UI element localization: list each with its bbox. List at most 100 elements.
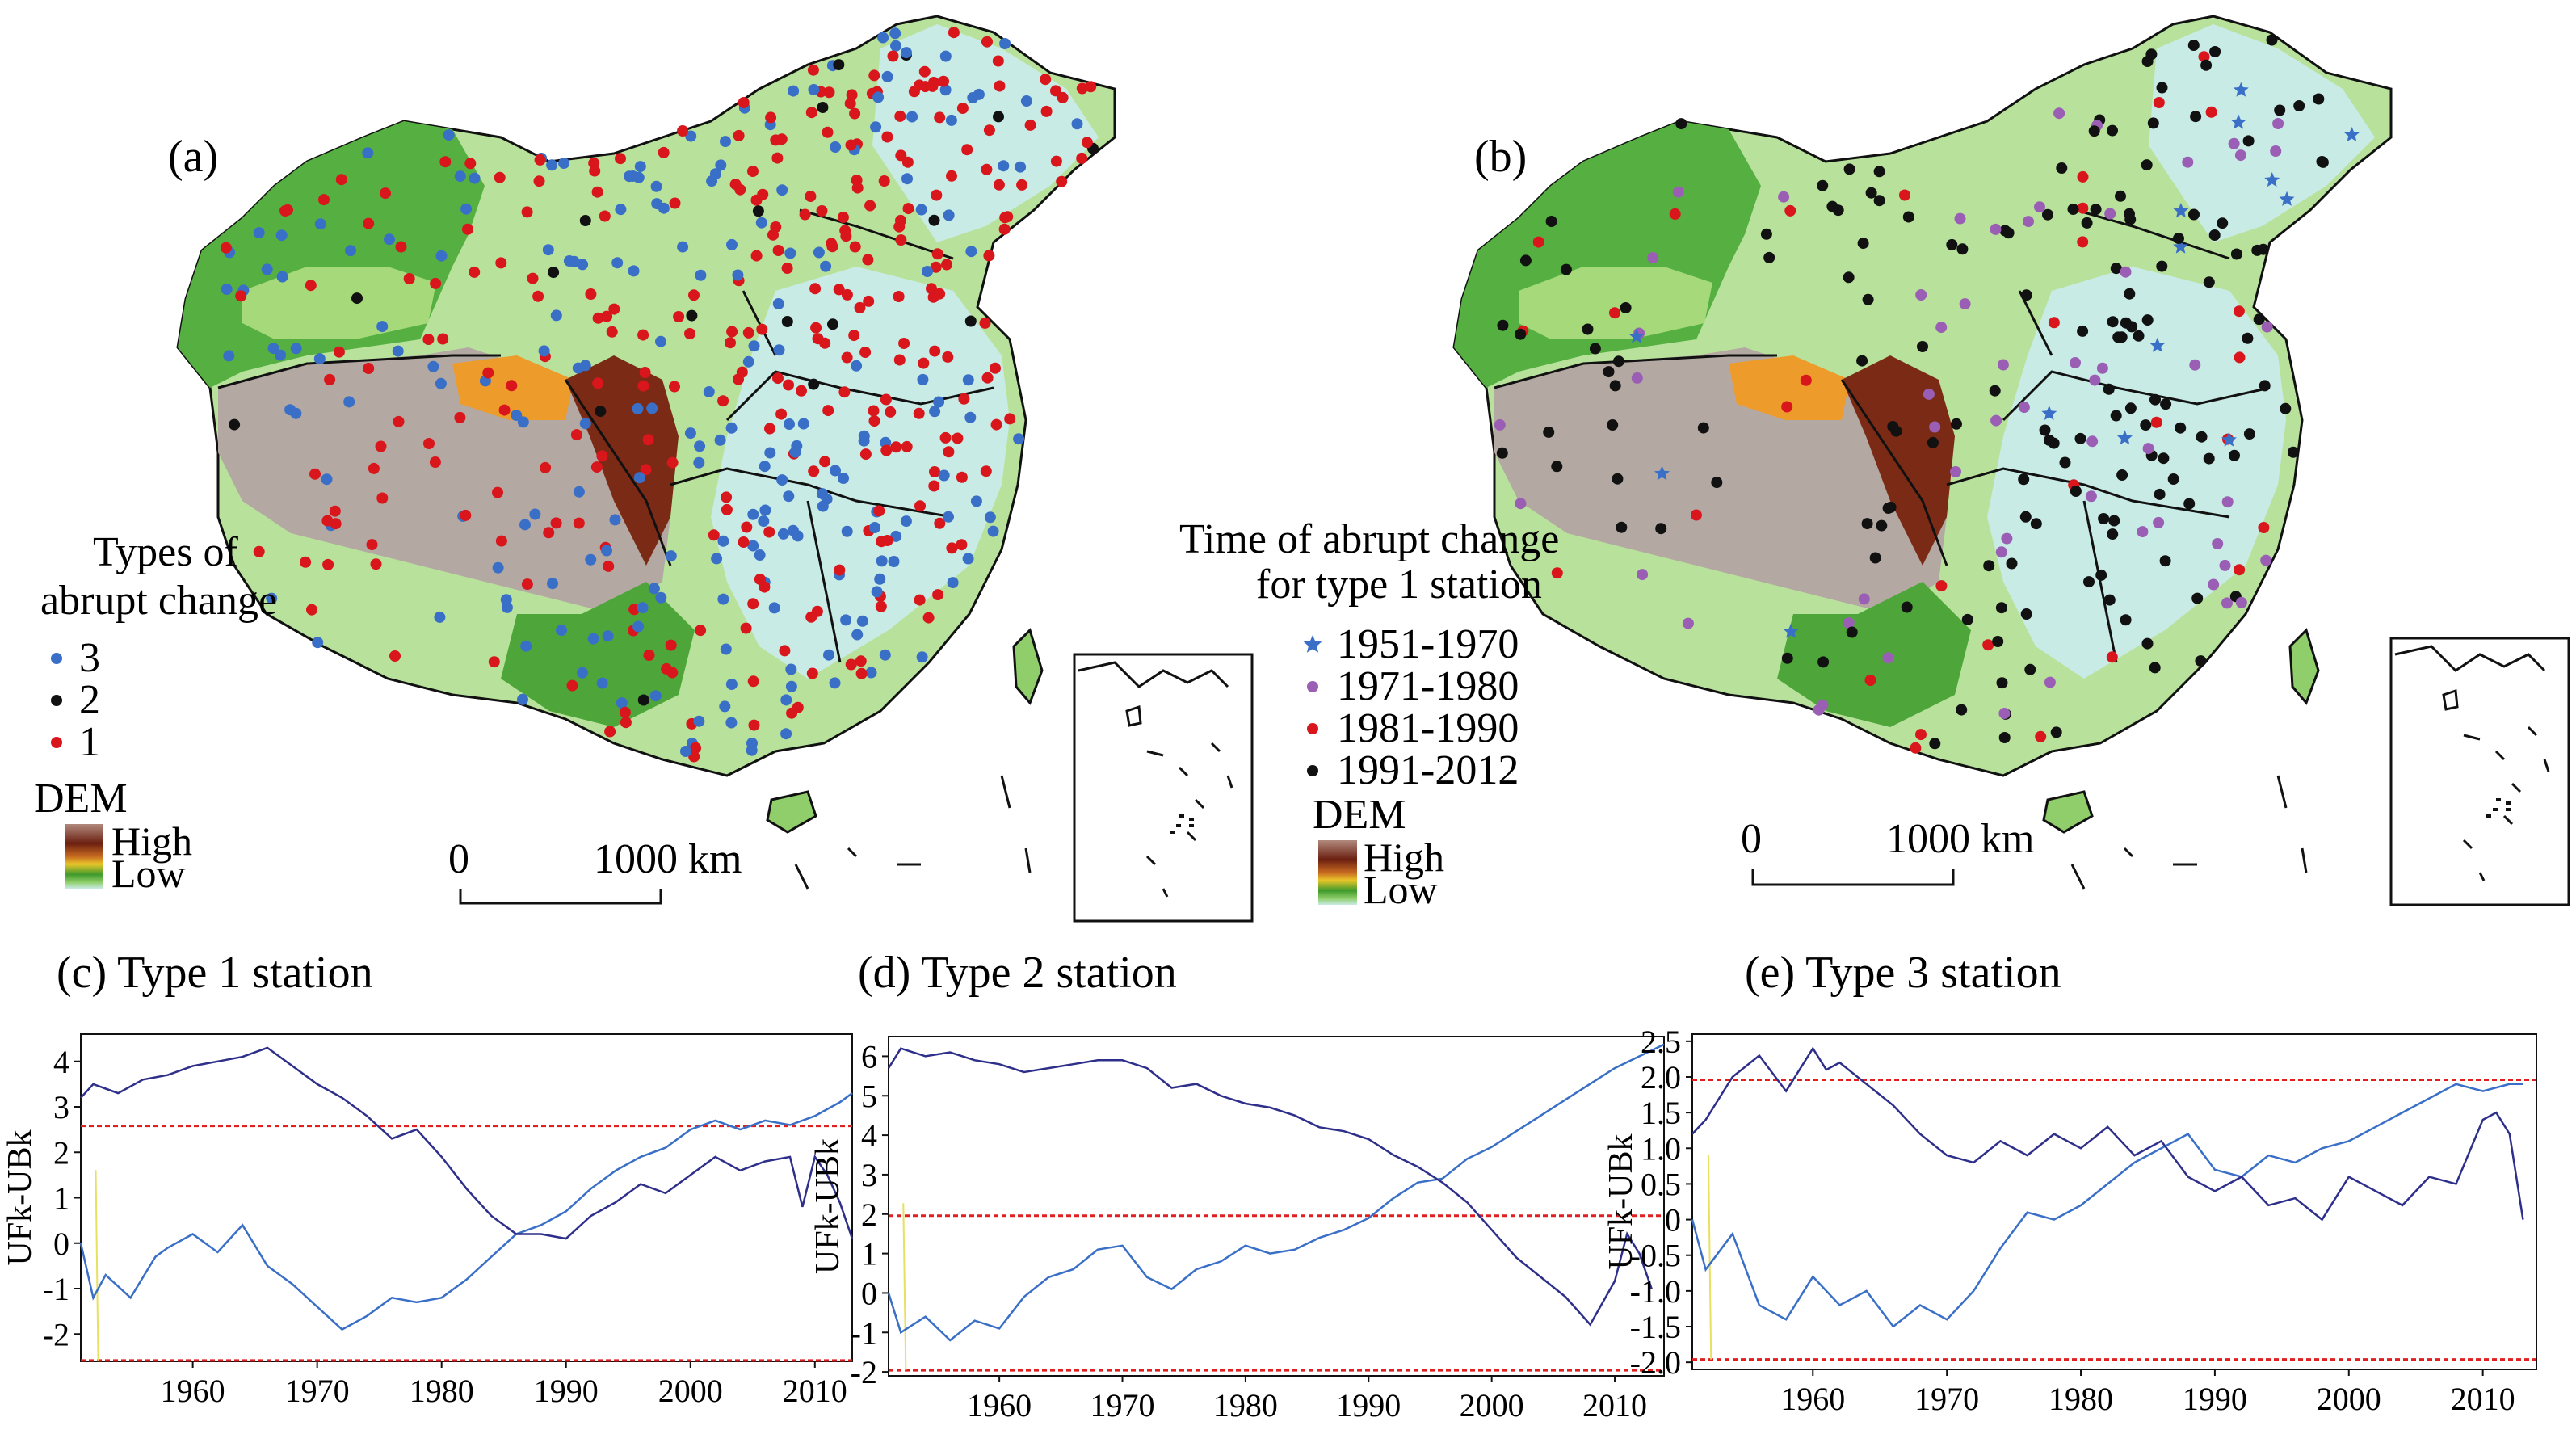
station-marker	[520, 640, 532, 652]
station-marker	[2316, 156, 2328, 167]
station-marker	[726, 326, 738, 338]
station-marker	[823, 649, 834, 661]
y-axis-label: UFk-UBk	[1603, 1133, 1640, 1269]
station-marker	[2140, 419, 2152, 431]
station-marker	[2280, 402, 2292, 414]
station-marker	[881, 535, 893, 546]
station-marker	[2158, 452, 2170, 465]
station-marker	[873, 505, 885, 517]
station-marker	[841, 288, 853, 301]
station-marker	[1946, 238, 1958, 250]
station-marker	[2044, 676, 2056, 688]
station-marker	[665, 550, 677, 562]
station-marker	[2096, 362, 2108, 374]
station-marker	[430, 277, 442, 289]
station-marker	[764, 423, 775, 435]
station-marker	[276, 271, 288, 283]
east-lowland	[1987, 267, 2286, 679]
station-marker	[796, 385, 807, 397]
station-marker	[313, 353, 326, 365]
station-marker	[2266, 34, 2278, 46]
station-marker	[1607, 419, 1619, 431]
station-marker	[874, 573, 886, 585]
station-marker	[495, 257, 507, 269]
station-marker	[533, 175, 545, 187]
station-marker	[2108, 515, 2120, 527]
station-marker	[752, 205, 764, 217]
station-marker	[740, 622, 752, 634]
station-marker	[863, 295, 875, 307]
station-marker	[992, 55, 1004, 67]
station-marker	[603, 560, 615, 572]
station-marker	[726, 238, 738, 250]
station-marker	[1996, 677, 2008, 689]
station-marker	[754, 549, 766, 561]
station-marker	[2090, 204, 2102, 216]
station-marker	[750, 250, 763, 262]
station-marker	[1050, 85, 1061, 97]
station-marker	[550, 309, 562, 322]
station-marker	[1085, 81, 1097, 93]
station-marker	[573, 486, 585, 498]
station-marker	[889, 27, 901, 40]
map-panel-a: (a) Types of abrupt change 321 DEM High …	[34, 15, 1254, 923]
station-marker	[558, 158, 570, 169]
station-marker	[748, 719, 760, 731]
station-marker	[2191, 592, 2204, 604]
station-marker	[688, 289, 700, 301]
station-marker	[324, 373, 336, 385]
y-tick-label: 1	[53, 1180, 69, 1217]
station-marker	[220, 242, 232, 254]
station-marker	[615, 204, 627, 216]
station-marker	[690, 742, 702, 754]
x-tick-label: 1980	[2049, 1381, 2113, 1417]
chart-frame	[888, 1036, 1665, 1377]
station-marker	[2195, 655, 2207, 667]
south-sea-islands	[794, 775, 1032, 890]
station-marker	[460, 509, 472, 521]
station-marker	[454, 411, 466, 423]
station-marker	[956, 103, 969, 114]
station-marker	[1515, 328, 1527, 340]
station-marker	[529, 508, 541, 520]
station-marker	[777, 528, 789, 540]
station-marker	[1862, 293, 1874, 305]
station-marker	[221, 284, 233, 295]
station-marker	[579, 215, 591, 226]
station-marker	[929, 466, 940, 477]
station-marker	[2217, 217, 2229, 229]
station-marker	[993, 179, 1005, 191]
station-marker	[2137, 526, 2149, 538]
station-marker	[2020, 608, 2032, 620]
station-marker	[717, 593, 729, 605]
station-marker	[757, 188, 769, 200]
station-marker	[747, 540, 759, 552]
y-tick-label: 5	[861, 1078, 877, 1114]
station-marker	[2095, 569, 2107, 581]
station-marker	[2006, 557, 2018, 570]
station-marker	[2088, 125, 2100, 137]
station-marker	[566, 679, 578, 692]
station-marker	[1983, 560, 1995, 572]
station-marker	[1997, 359, 2009, 371]
station-marker	[2081, 217, 2093, 229]
station-marker	[2261, 321, 2273, 333]
station-marker	[902, 203, 914, 215]
station-marker	[1690, 509, 1702, 521]
station-marker	[532, 290, 544, 302]
station-marker	[820, 260, 832, 272]
station-marker	[922, 266, 933, 277]
station-marker	[999, 38, 1011, 49]
station-marker	[1923, 388, 1935, 400]
station-marker	[981, 163, 993, 175]
station-marker	[2023, 216, 2034, 228]
station-marker	[620, 717, 632, 729]
station-marker	[1843, 271, 1855, 284]
station-marker	[1857, 238, 1869, 250]
station-marker	[650, 180, 662, 192]
station-marker	[1956, 704, 1968, 716]
station-marker	[1076, 152, 1088, 164]
legend-a: 321	[51, 635, 100, 765]
station-marker	[2124, 208, 2135, 220]
station-marker	[1817, 656, 1830, 668]
